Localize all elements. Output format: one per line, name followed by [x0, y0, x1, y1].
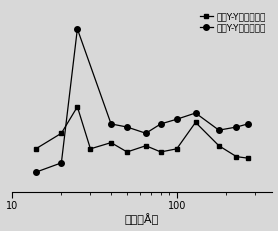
改性Y-Y同晶分子筛 [76, 27, 79, 30]
改性Y-Y同晶分子筛 [125, 126, 129, 128]
改性Y-Y同晶分子筛 [34, 171, 38, 173]
改性Y-Y同晶分子筛 [175, 118, 178, 121]
氢型Y-Y同晶分子筛 [89, 147, 92, 150]
Legend: 氢型Y-Y同晶分子筛, 改性Y-Y同晶分子筛: 氢型Y-Y同晶分子筛, 改性Y-Y同晶分子筛 [198, 10, 268, 34]
氢型Y-Y同晶分子筛 [159, 151, 162, 153]
改性Y-Y同晶分子筛 [159, 122, 162, 125]
改性Y-Y同晶分子筛 [109, 122, 113, 125]
改性Y-Y同晶分子筛 [144, 132, 148, 135]
Line: 改性Y-Y同晶分子筛: 改性Y-Y同晶分子筛 [33, 26, 251, 175]
氢型Y-Y同晶分子筛 [235, 155, 238, 158]
改性Y-Y同晶分子筛 [246, 122, 250, 125]
氢型Y-Y同晶分子筛 [144, 144, 148, 147]
氢型Y-Y同晶分子筛 [194, 121, 197, 124]
氢型Y-Y同晶分子筛 [109, 141, 113, 144]
改性Y-Y同晶分子筛 [235, 126, 238, 128]
改性Y-Y同晶分子筛 [194, 112, 197, 114]
氢型Y-Y同晶分子筛 [125, 151, 129, 153]
氢型Y-Y同晶分子筛 [60, 132, 63, 135]
Line: 氢型Y-Y同晶分子筛: 氢型Y-Y同晶分子筛 [33, 104, 250, 161]
氢型Y-Y同晶分子筛 [246, 157, 250, 160]
氢型Y-Y同晶分子筛 [76, 105, 79, 108]
改性Y-Y同晶分子筛 [60, 161, 63, 164]
X-axis label: 孔径（Å）: 孔径（Å） [125, 213, 159, 225]
氢型Y-Y同晶分子筛 [34, 147, 38, 150]
氢型Y-Y同晶分子筛 [217, 144, 220, 147]
改性Y-Y同晶分子筛 [217, 129, 220, 131]
氢型Y-Y同晶分子筛 [175, 147, 178, 150]
